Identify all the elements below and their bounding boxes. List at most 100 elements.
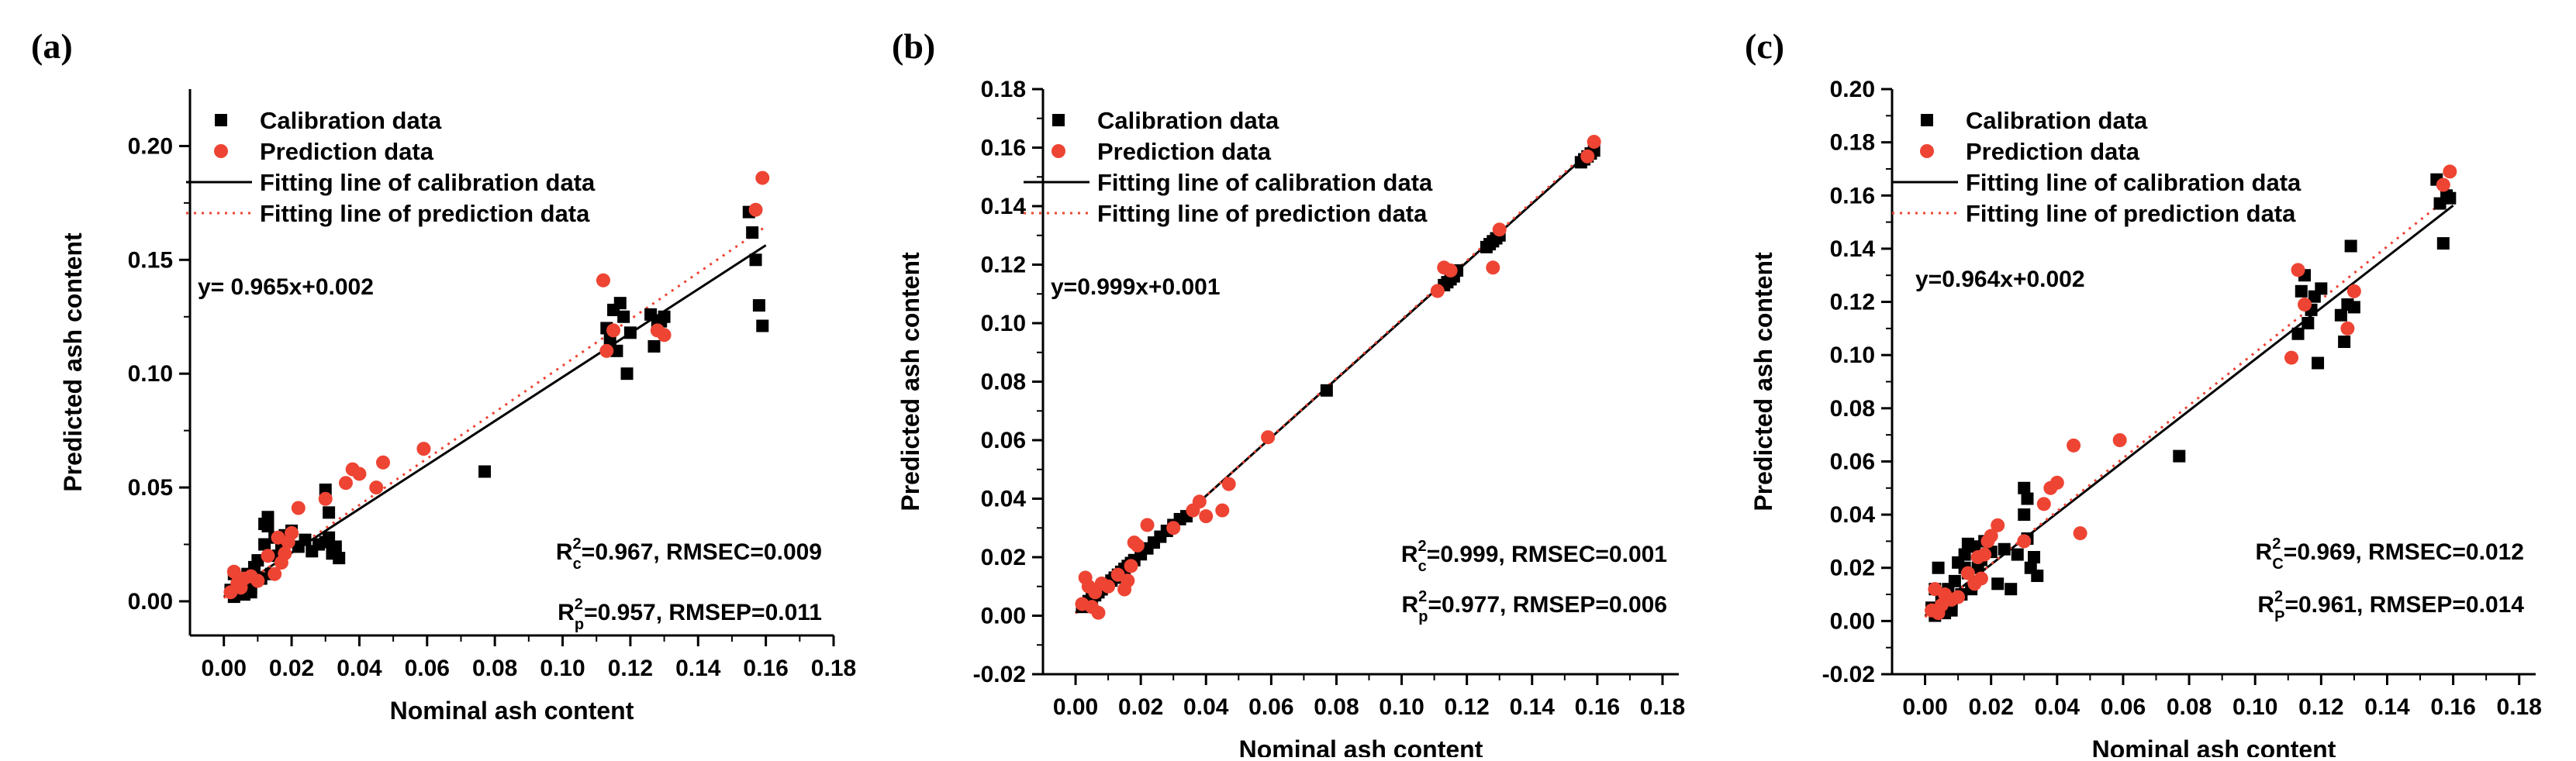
- legend-label-calibration: Calibration data: [1966, 107, 2148, 134]
- y-tick-label: 0.15: [128, 247, 173, 273]
- x-tick-label: 0.16: [2430, 694, 2475, 720]
- fit-line-prediction: [223, 225, 767, 599]
- x-tick-label: 0.10: [2232, 694, 2277, 720]
- stat-rest: =0.967, RMSEC=0.009: [582, 539, 822, 565]
- x-tick-label: 0.00: [1902, 694, 1947, 720]
- x-tick-label: 0.00: [201, 656, 246, 681]
- prediction-point: [261, 549, 275, 563]
- stat-sub: c: [1418, 558, 1427, 575]
- x-tick-label: 0.06: [2101, 694, 2146, 720]
- panel-label: (a): [31, 26, 73, 66]
- calibration-point: [2443, 191, 2457, 205]
- y-tick-label: 0.00: [1830, 608, 1875, 634]
- legend-marker-calibration: [215, 114, 227, 126]
- y-tick-label: 0.05: [128, 475, 173, 501]
- calibration-point: [617, 310, 630, 323]
- legend-label-prediction: Prediction data: [1097, 138, 1272, 165]
- y-tick-label: 0.16: [981, 136, 1026, 161]
- x-tick-label: 0.12: [608, 656, 653, 681]
- prediction-point: [2036, 497, 2051, 511]
- calibration-point: [749, 253, 762, 267]
- prediction-point: [1486, 260, 1500, 275]
- regression-equation: y= 0.965x+0.002: [198, 274, 374, 300]
- x-axis-title: Nominal ash content: [390, 697, 634, 725]
- calibration-point: [752, 299, 765, 312]
- calibration-point: [2301, 317, 2315, 329]
- stat-line: R2 c=0.999, RMSEC=0.001: [1401, 538, 1667, 575]
- stat-line: R2 c=0.967, RMSEC=0.009: [556, 535, 822, 573]
- prediction-point: [2049, 475, 2064, 490]
- prediction-point: [1101, 579, 1116, 594]
- panel-c: (c) 0.00 0.02 0.04 0.06 0.08 0.10 0.12 0.14 0.16 0…: [1745, 26, 2542, 761]
- x-tick-label: 0.12: [2298, 694, 2343, 720]
- legend-marker-calibration: [1052, 114, 1065, 126]
- y-tick-label: 0.08: [981, 370, 1026, 395]
- calibration-point: [2334, 308, 2347, 322]
- prediction-point: [596, 273, 610, 288]
- calibration-point: [1320, 384, 1333, 397]
- legend-label-calibration: Calibration data: [1097, 107, 1279, 134]
- prediction-point: [416, 442, 431, 456]
- prediction-point: [2298, 297, 2312, 312]
- x-tick-label: 0.00: [1053, 694, 1098, 720]
- prediction-point: [376, 455, 390, 470]
- calibration-point: [1991, 577, 2005, 591]
- stat-sup: 2: [2272, 535, 2281, 553]
- prediction-point: [1991, 518, 2005, 532]
- y-tick-label: -0.02: [973, 662, 1026, 687]
- prediction-point: [1121, 573, 1135, 588]
- calibration-point: [251, 554, 264, 567]
- stat-r: R: [2257, 592, 2274, 618]
- y-tick-label: 0.02: [1830, 556, 1875, 581]
- prediction-point: [1166, 521, 1181, 535]
- legend-label-fit-prediction: Fitting line of prediction data: [260, 200, 590, 227]
- legend-label-fit-calibration: Fitting line of calibration data: [260, 169, 596, 196]
- stat-line: R2 p=0.977, RMSEP=0.006: [1401, 588, 1667, 625]
- y-tick-label: 0.10: [128, 361, 173, 387]
- legend-marker-calibration: [1921, 114, 1933, 126]
- stat-sup: 2: [573, 535, 582, 553]
- regression-equation: y=0.964x+0.002: [1915, 267, 2085, 292]
- calibration-point: [1932, 561, 1945, 574]
- legend-label-calibration: Calibration data: [260, 107, 442, 134]
- y-tick-label: 0.10: [981, 311, 1026, 336]
- prediction-point: [1587, 134, 1601, 149]
- calibration-point: [2028, 551, 2041, 563]
- prediction-point: [285, 525, 299, 540]
- stat-sub: C: [2272, 556, 2283, 573]
- calibration-point: [329, 540, 342, 553]
- x-tick-label: 0.04: [2035, 694, 2080, 720]
- y-tick-label: 0.14: [1830, 236, 1876, 262]
- calibration-point: [478, 465, 492, 478]
- y-tick-label: 0.04: [981, 487, 1027, 512]
- prediction-point: [1221, 477, 1236, 491]
- stat-rest: =0.961, RMSEP=0.014: [2284, 592, 2524, 618]
- calibration-point: [2018, 508, 2031, 522]
- prediction-point: [755, 170, 770, 185]
- stat-sub: P: [2274, 608, 2284, 625]
- prediction-point: [318, 491, 333, 506]
- y-tick-label: 0.00: [981, 604, 1026, 629]
- legend-label-fit-prediction: Fitting line of prediction data: [1966, 200, 2296, 227]
- prediction-point: [748, 202, 763, 217]
- prediction-point: [599, 343, 614, 358]
- prediction-point: [1130, 538, 1145, 553]
- prediction-point: [1973, 571, 1988, 586]
- calibration-point: [2011, 548, 2024, 561]
- calibration-point: [333, 552, 346, 565]
- stat-r: R: [558, 600, 575, 625]
- prediction-point: [338, 476, 353, 491]
- prediction-point: [1192, 494, 1207, 509]
- calibration-point: [1948, 574, 1961, 587]
- prediction-point: [1140, 518, 1155, 532]
- calibration-point: [756, 319, 769, 332]
- y-tick-label: 0.14: [981, 194, 1027, 219]
- prediction-point: [1261, 430, 1276, 445]
- prediction-point: [1124, 559, 1138, 573]
- legend-marker-prediction: [1051, 144, 1065, 158]
- prediction-point: [2436, 177, 2450, 192]
- x-tick-label: 0.02: [1968, 694, 2013, 720]
- legend-label-fit-calibration: Fitting line of calibration data: [1097, 169, 1433, 196]
- calibration-point: [1958, 548, 1971, 561]
- legend-marker-prediction: [1920, 144, 1934, 158]
